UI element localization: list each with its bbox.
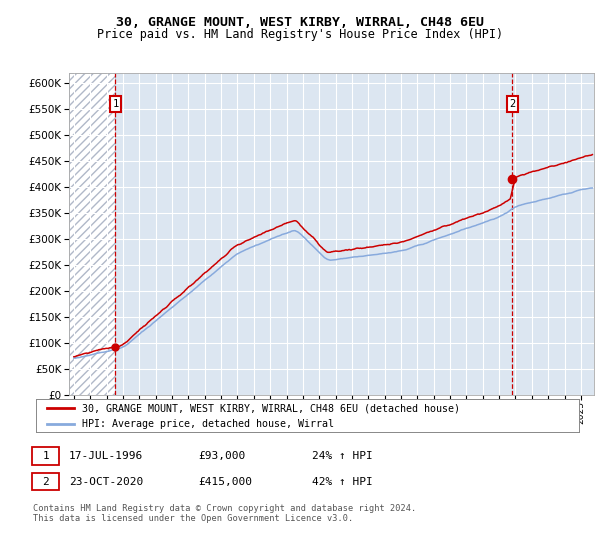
Text: 1: 1 [42,451,49,461]
Text: 2: 2 [509,99,515,109]
Text: 2: 2 [42,477,49,487]
Text: HPI: Average price, detached house, Wirral: HPI: Average price, detached house, Wirr… [82,419,334,429]
Text: 30, GRANGE MOUNT, WEST KIRBY, WIRRAL, CH48 6EU (detached house): 30, GRANGE MOUNT, WEST KIRBY, WIRRAL, CH… [82,403,460,413]
Bar [69,73,115,395]
Text: Price paid vs. HM Land Registry's House Price Index (HPI): Price paid vs. HM Land Registry's House … [97,28,503,41]
Text: 24% ↑ HPI: 24% ↑ HPI [312,451,373,461]
Text: 42% ↑ HPI: 42% ↑ HPI [312,477,373,487]
Text: £93,000: £93,000 [198,451,245,461]
Text: £415,000: £415,000 [198,477,252,487]
Text: 17-JUL-1996: 17-JUL-1996 [69,451,143,461]
Text: Contains HM Land Registry data © Crown copyright and database right 2024.
This d: Contains HM Land Registry data © Crown c… [33,504,416,524]
Text: 30, GRANGE MOUNT, WEST KIRBY, WIRRAL, CH48 6EU: 30, GRANGE MOUNT, WEST KIRBY, WIRRAL, CH… [116,16,484,29]
Text: 1: 1 [112,99,119,109]
Text: 23-OCT-2020: 23-OCT-2020 [69,477,143,487]
